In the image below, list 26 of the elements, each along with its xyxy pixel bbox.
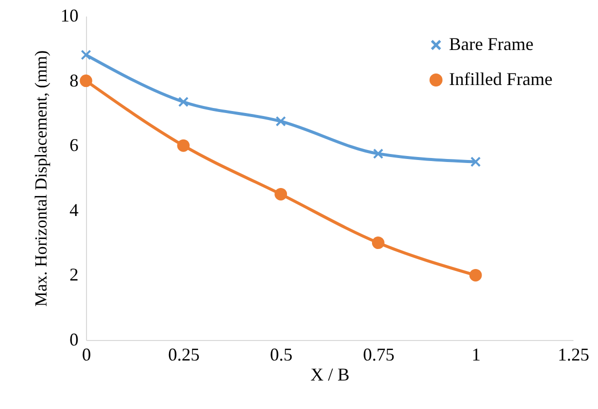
y-tick-label: 4 [70,200,78,220]
point [373,148,384,159]
point [80,74,92,88]
point [178,96,189,108]
y-tick-label: 6 [70,135,78,156]
x-axis-title: X / B [310,364,350,384]
point [274,188,288,200]
point [469,268,482,282]
point [80,50,92,60]
x-tick-label: 1 [472,344,481,364]
x-tick-label: 0.25 [168,344,200,364]
legend-label: Bare Frame [449,34,534,54]
point [276,116,286,126]
y-tick-label: 2 [70,264,78,285]
x-tick-label: 1.25 [558,344,590,364]
y-tick-label: 0 [70,330,78,350]
x-tick-label: 0.5 [270,344,293,364]
point [177,139,190,152]
y-tick-label: 10 [60,6,78,26]
point [372,236,384,250]
x-tick-label: 0 [82,344,91,364]
y-tick-label: 8 [70,70,78,90]
point [470,156,481,167]
y-axis-title: Max. Horizontal Displacement, (mm) [32,50,50,307]
legend-label: Infilled Frame [449,69,552,89]
x-tick-label: 0.75 [362,344,394,364]
